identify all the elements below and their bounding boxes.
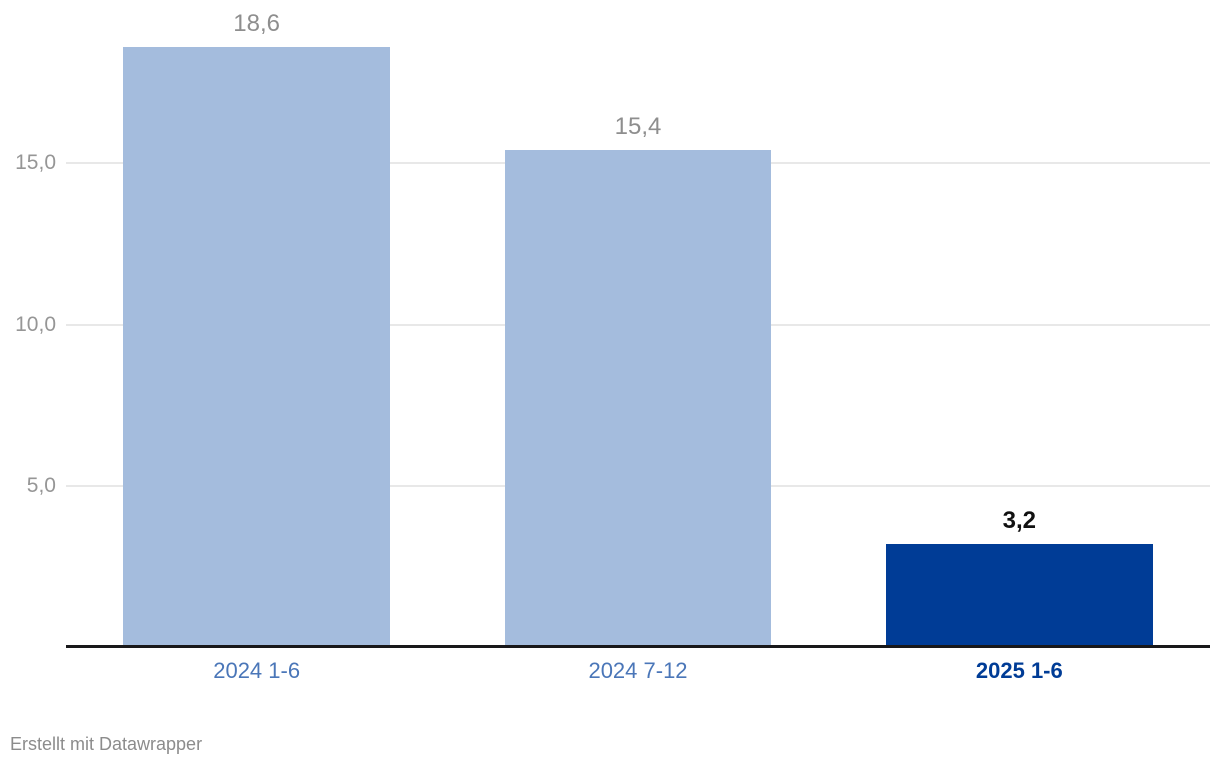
bar-value-label: 3,2 xyxy=(1002,506,1037,534)
x-axis-line xyxy=(66,645,1210,648)
bar-value-label: 18,6 xyxy=(233,10,281,38)
y-axis-tick-label: 10,0 xyxy=(15,312,56,336)
bar-2025-1-6 xyxy=(885,543,1153,647)
bar-value-label: 15,4 xyxy=(614,113,662,141)
x-axis-category-label: 2024 1-6 xyxy=(213,658,301,683)
x-axis-category-label: 2025 1-6 xyxy=(975,658,1063,683)
y-axis-tick-label: 5,0 xyxy=(26,473,56,497)
bar-2024-7-12 xyxy=(504,150,772,647)
datawrapper-attribution-link[interactable]: Erstellt mit Datawrapper xyxy=(10,734,203,754)
y-axis-tick-label: 15,0 xyxy=(15,151,56,175)
x-axis-category-label: 2024 7-12 xyxy=(588,658,688,683)
bar-2024-1-6 xyxy=(123,47,391,647)
